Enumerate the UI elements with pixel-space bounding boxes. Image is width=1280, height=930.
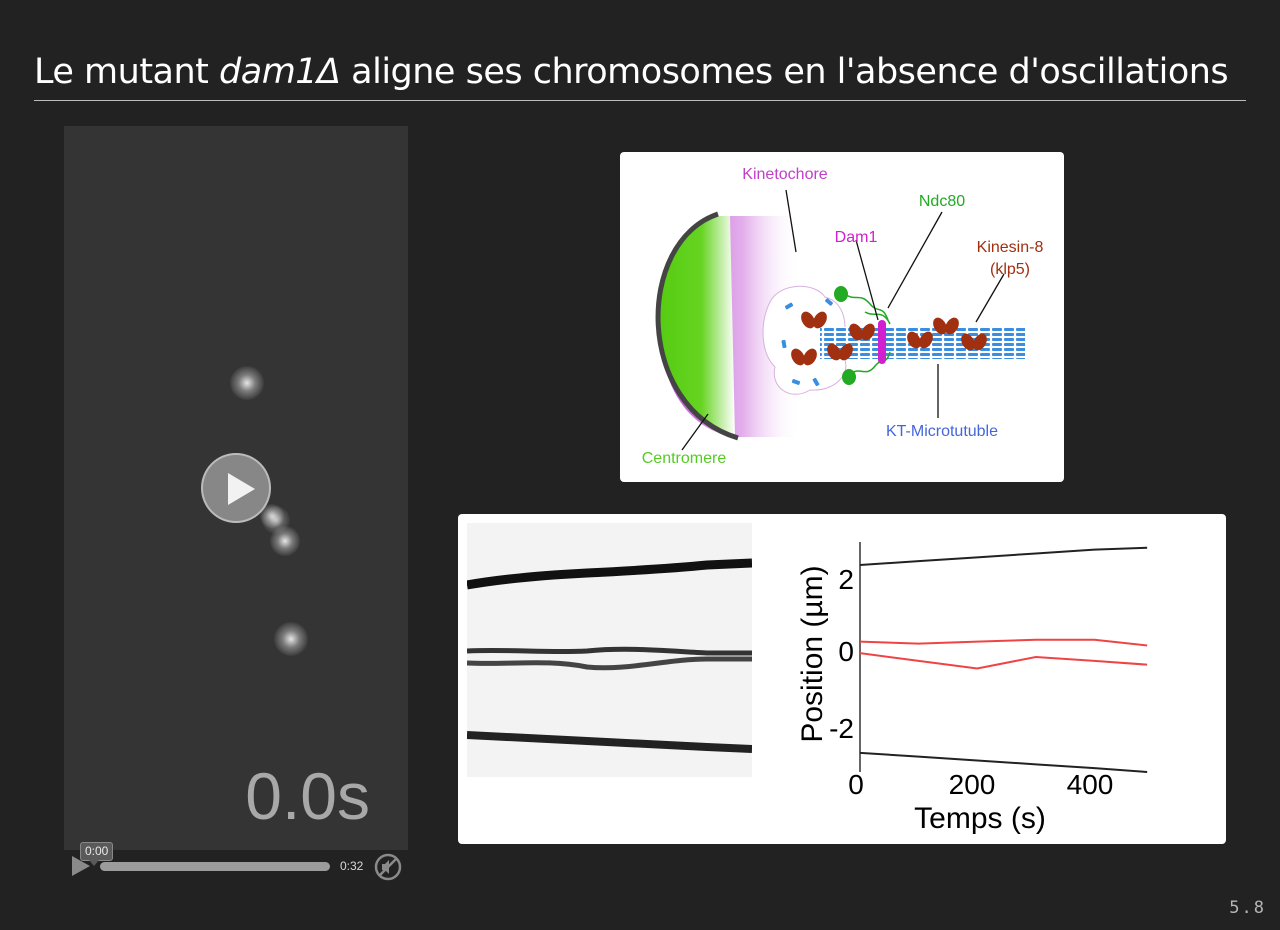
play-icon [228,473,255,505]
label-kinesin8: Kinesin-8 [977,239,1044,256]
x-tick-label: 400 [1067,769,1114,800]
label-dam1: Dam1 [835,229,878,246]
title-prefix: Le mutant [34,52,220,92]
kymograph-image [467,523,752,777]
play-button[interactable] [201,453,271,523]
y-tick-label: 2 [838,564,854,595]
x-tick-label: 0 [848,769,864,800]
slide-number: 5.8 [1229,898,1266,918]
position-chart: 2 0 -2 0 200 400 Temps (s) Position (µm) [796,542,1148,835]
series-line-0 [859,546,1148,566]
centromere-shape [655,211,800,441]
leader-lines [681,189,1005,451]
ndc80-head [842,369,856,385]
control-play-icon[interactable] [72,856,90,876]
tubulin-fragments [781,298,833,387]
mute-icon[interactable] [374,853,402,881]
fluorescent-spot [230,366,264,400]
label-centromere: Centromere [642,450,727,467]
video-duration: 0:32 [340,859,364,873]
fluorescent-spot [270,526,300,556]
current-time-tooltip: 0:00 [80,842,114,866]
kinesin8-motors [791,311,987,366]
title-gene-name: dam1Δ [219,52,341,92]
label-ndc80: Ndc80 [919,193,965,210]
ndc80-head [834,286,848,302]
label-microtubule: KT-Microtutuble [886,423,998,440]
series-line-1 [859,638,1148,647]
y-tick-label: 0 [838,636,854,667]
kymograph-panel: 2 0 -2 0 200 400 Temps (s) Position (µm) [458,514,1226,844]
microscopy-video[interactable]: 0.0s [64,126,408,850]
series-line-3 [859,751,1148,773]
y-tick-label: -2 [829,713,854,744]
title-suffix: aligne ses chromosomes en l'absence d'os… [340,52,1229,92]
y-axis-label: Position (µm) [796,565,829,742]
video-controls: 0:00 0:32 [64,842,408,884]
slide-title: Le mutant dam1Δ aligne ses chromosomes e… [34,52,1229,92]
video-timestamp: 0.0s [245,759,370,833]
kinetochore-diagram: Kinetochore Ndc80 Dam1 Kinesin-8 (klp5) … [620,152,1064,482]
x-axis-label: Temps (s) [914,802,1046,835]
fluorescent-spot [274,622,308,656]
series-line-2 [859,652,1148,670]
title-divider [34,100,1246,101]
label-kinetochore: Kinetochore [742,166,827,183]
dam1-ring [878,320,886,364]
seek-bar[interactable] [100,862,330,871]
label-klp5: (klp5) [990,261,1030,278]
ndc80-complex [844,293,891,375]
x-tick-label: 200 [949,769,996,800]
